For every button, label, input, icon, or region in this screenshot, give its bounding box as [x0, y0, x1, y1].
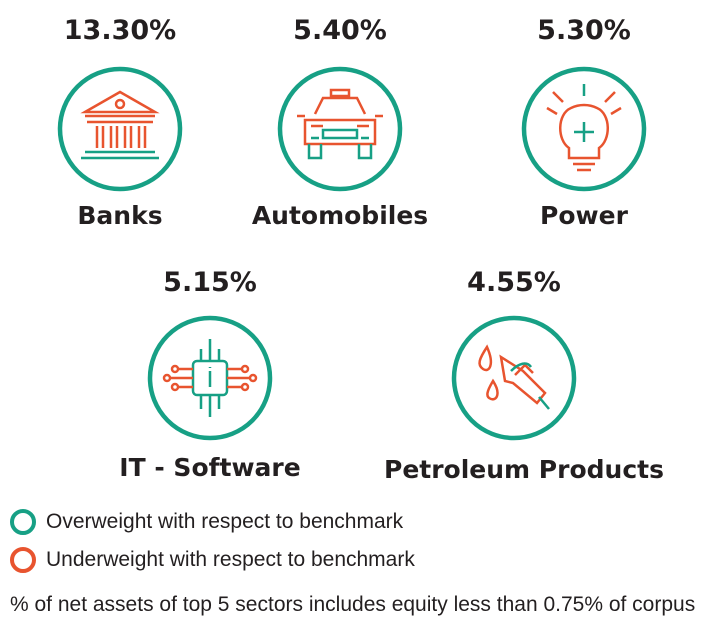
lightbulb-icon: [521, 66, 647, 192]
car-icon: [277, 66, 403, 192]
sector-value: 5.40%: [293, 15, 387, 46]
sector-name: Petroleum Products: [384, 455, 664, 484]
footnote: % of net assets of top 5 sectors include…: [10, 593, 696, 616]
legend-underweight-label: Underweight with respect to benchmark: [46, 548, 415, 571]
sector-name: Automobiles: [251, 201, 429, 230]
fuel-nozzle-icon: [451, 315, 577, 441]
underweight-ring-icon: [10, 547, 36, 573]
legend-overweight: Overweight with respect to benchmark: [10, 509, 403, 535]
sector-name: Power: [540, 201, 628, 230]
sector-value: 4.55%: [467, 267, 561, 298]
bank-icon: [57, 66, 183, 192]
legend-overweight-label: Overweight with respect to benchmark: [46, 510, 404, 533]
sector-name: IT - Software: [119, 453, 301, 482]
legend-underweight: Underweight with respect to benchmark: [10, 547, 415, 573]
sector-value: 5.30%: [537, 15, 631, 46]
chip-icon: [147, 315, 273, 441]
overweight-ring-icon: [10, 509, 36, 535]
sector-value: 13.30%: [63, 15, 177, 46]
sector-value: 5.15%: [163, 267, 257, 298]
sector-name: Banks: [77, 201, 163, 230]
